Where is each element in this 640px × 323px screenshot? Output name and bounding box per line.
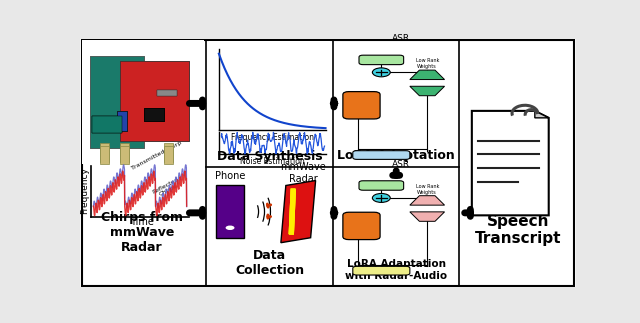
Text: Speech
Transcript: Speech Transcript [474,214,561,246]
Bar [209,41,330,166]
Bar [145,109,164,121]
Text: LoRA Adaptation
with Radar-Audio: LoRA Adaptation with Radar-Audio [345,259,447,281]
Text: Output: Output [371,57,392,62]
Text: mmWave
Radar: mmWave Radar [280,162,326,184]
Text: Reflected
Chirps: Reflected Chirps [151,176,182,200]
Polygon shape [289,189,295,234]
Text: Data Synthesis: Data Synthesis [217,151,323,163]
Text: Frequency: Frequency [80,167,89,214]
Polygon shape [472,111,548,215]
FancyBboxPatch shape [343,212,380,240]
Bar [117,111,127,131]
Bar [157,90,177,96]
Bar [100,143,109,162]
Text: Input: Input [373,152,390,158]
Text: Low Rank
Weights: Low Rank Weights [415,58,439,69]
Text: Low Rank
Weights: Low Rank Weights [415,184,439,195]
Text: Time: Time [130,216,154,226]
Bar [90,56,145,148]
FancyBboxPatch shape [359,55,404,65]
FancyBboxPatch shape [343,92,380,119]
Text: Input: Input [373,268,390,273]
Bar [145,109,164,121]
Bar [120,146,129,164]
FancyBboxPatch shape [353,266,410,275]
Bar [164,143,173,162]
Bar [117,111,127,131]
Bar [90,56,145,148]
Polygon shape [410,196,445,205]
FancyBboxPatch shape [353,151,410,159]
Bar [216,185,244,238]
Polygon shape [410,70,445,79]
Bar [92,116,122,133]
Polygon shape [289,189,295,234]
Circle shape [372,193,390,203]
Circle shape [372,68,390,77]
Text: ASR: ASR [392,160,410,169]
Text: Noise Estimation: Noise Estimation [240,157,305,166]
FancyBboxPatch shape [359,181,404,190]
Polygon shape [289,189,295,234]
Text: Pre
Trained
Weights: Pre Trained Weights [349,218,374,234]
Polygon shape [410,212,445,221]
Text: Output: Output [371,183,392,188]
Bar [100,146,109,164]
Text: Data
Collection: Data Collection [235,249,304,276]
Text: LoRA Adaptation: LoRA Adaptation [337,149,455,162]
Text: Phone: Phone [215,171,245,181]
Bar [92,116,122,133]
Text: ASR: ASR [392,34,410,43]
Bar [120,61,189,141]
Polygon shape [535,111,548,118]
Bar [164,146,173,164]
Text: Frequency Estimation: Frequency Estimation [230,132,314,141]
Bar [83,40,204,164]
Polygon shape [410,86,445,96]
Text: Transmitted Chirp: Transmitted Chirp [131,140,183,171]
Bar [120,61,189,141]
Polygon shape [281,181,316,243]
Bar [157,90,177,96]
Text: Pre
Trained
Weights: Pre Trained Weights [349,97,374,114]
Circle shape [225,225,234,230]
Bar [120,143,129,162]
Text: Chirps from
mmWave
Radar: Chirps from mmWave Radar [101,211,183,254]
